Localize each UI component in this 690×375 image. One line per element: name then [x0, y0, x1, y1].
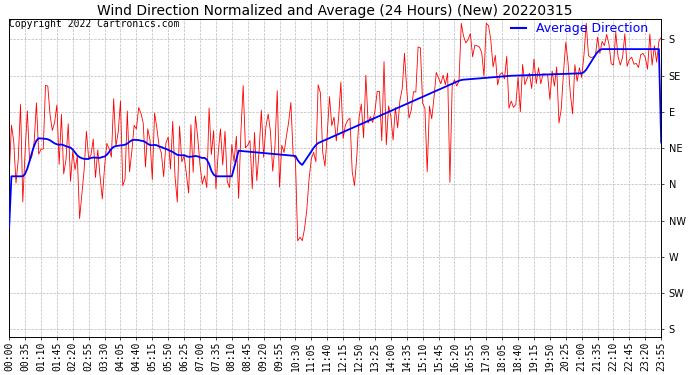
Title: Wind Direction Normalized and Average (24 Hours) (New) 20220315: Wind Direction Normalized and Average (2…: [97, 4, 573, 18]
Legend: Average Direction: Average Direction: [511, 22, 649, 35]
Text: Copyright 2022 Cartronics.com: Copyright 2022 Cartronics.com: [9, 20, 179, 29]
